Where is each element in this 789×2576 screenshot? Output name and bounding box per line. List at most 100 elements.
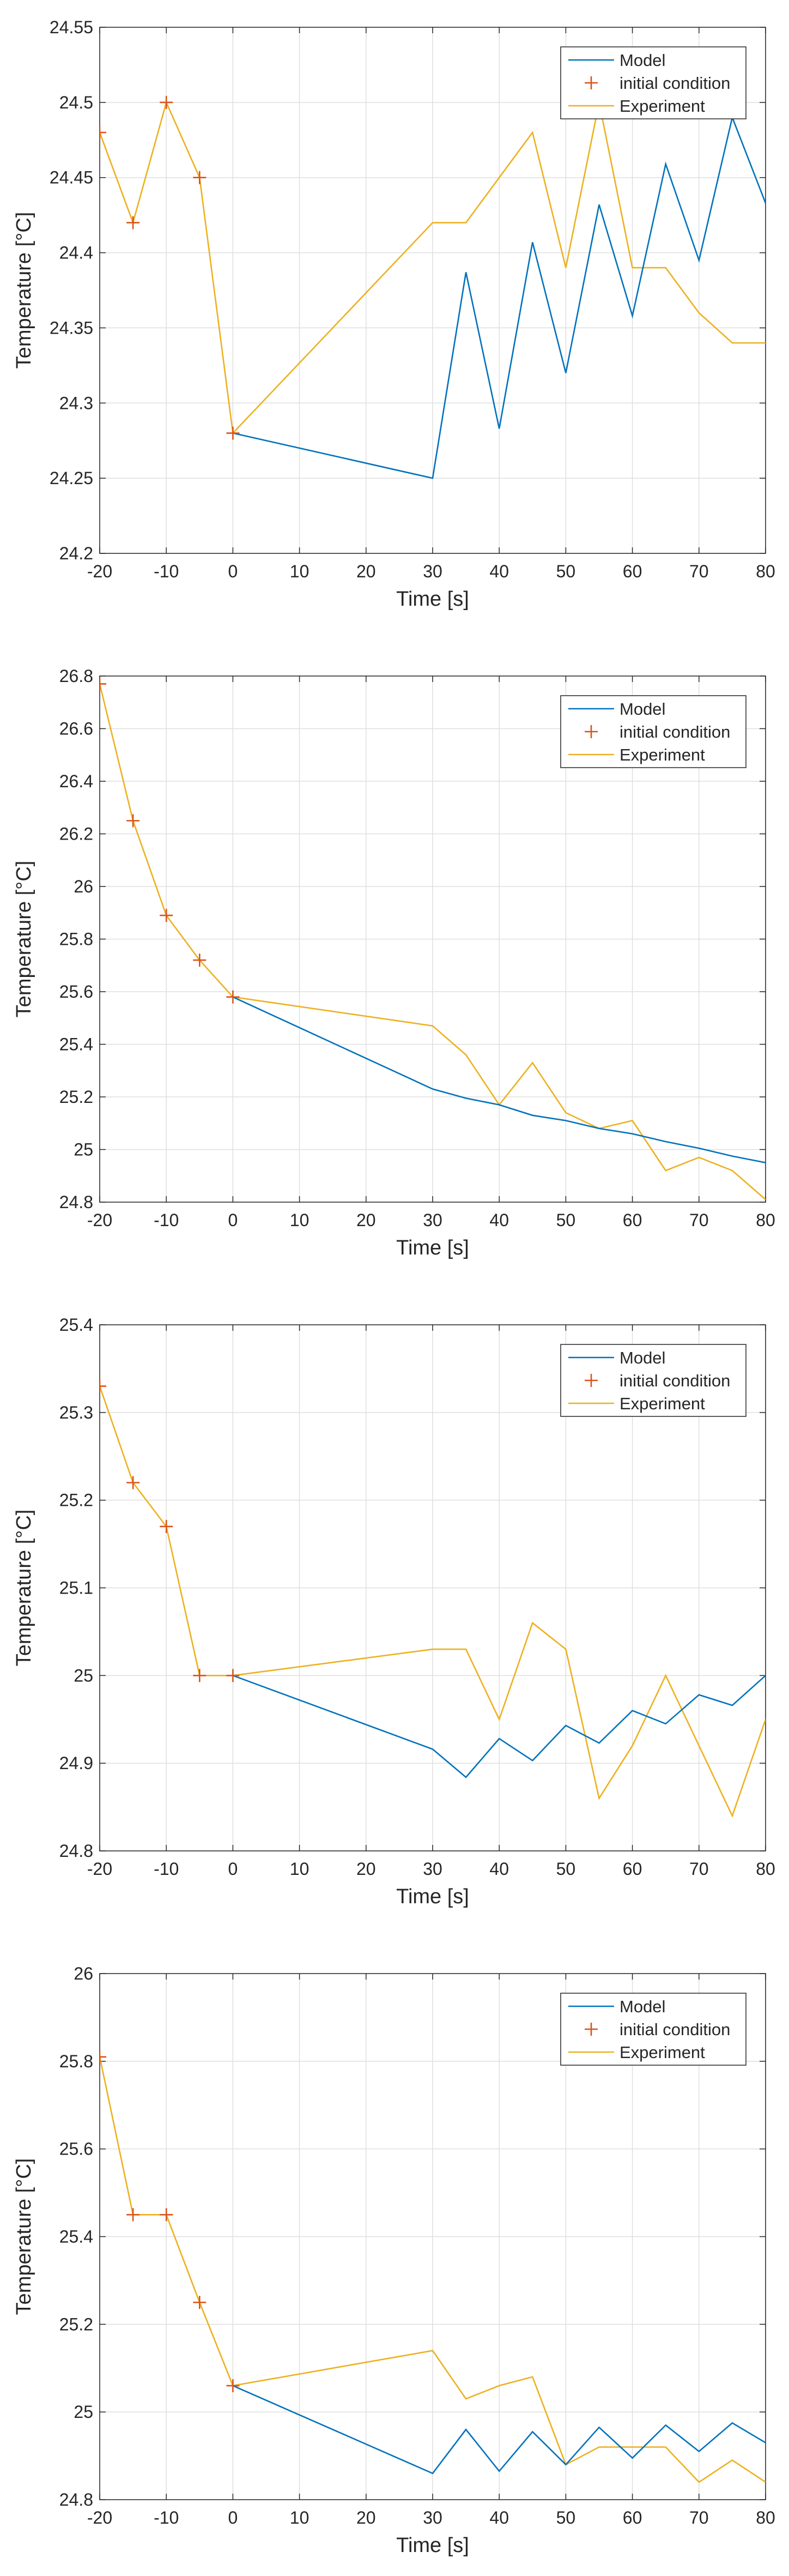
y-tick-label: 25.4: [59, 2227, 93, 2247]
y-tick-label: 25: [74, 1666, 93, 1685]
x-tick-label: -20: [87, 1210, 112, 1230]
y-tick-label: 25.4: [59, 1315, 93, 1335]
legend-label: initial condition: [620, 74, 730, 93]
series-model: [233, 115, 766, 479]
legend: Model initial condition Experiment: [560, 1344, 746, 1417]
x-tick-label: 80: [756, 2508, 775, 2527]
series-line: [100, 1386, 766, 1818]
chart-3: -20 -10 0 10 20 30 40 50 60 70 80 24.8 24.9 25 25.1 25.…: [13, 1315, 775, 1908]
series-line: [100, 684, 766, 1200]
y-tick-label: 26.4: [59, 771, 93, 791]
x-tick-label: -10: [154, 1210, 179, 1230]
y-tick-label: 24.45: [50, 168, 93, 188]
marker-plus: [126, 1476, 140, 1489]
chart-1: -20 -10 0 10 20 30 40 50 60 70 80 24.2 24.25 24.3 24.3…: [13, 17, 775, 611]
y-tick-label: 25.1: [59, 1578, 93, 1598]
y-tick-label: 24.2: [59, 544, 93, 563]
x-tick-label: 40: [489, 562, 509, 581]
chart-4: -20 -10 0 10 20 30 40 50 60 70 80 24.8 25 25.2 25.4 25.…: [13, 1964, 775, 2557]
x-tick-label: -20: [87, 562, 112, 581]
x-tick-label: 0: [228, 1859, 238, 1879]
y-tick-label: 24.4: [59, 243, 93, 263]
x-tick-label: 60: [623, 1210, 642, 1230]
marker-plus: [226, 1669, 240, 1682]
y-tick-label: 25.6: [59, 982, 93, 1002]
marker-plus: [226, 2379, 240, 2392]
series-line: [232, 1675, 766, 1778]
x-tick-label: 60: [623, 562, 642, 581]
x-tick-label: 40: [489, 2508, 509, 2527]
series-line: [100, 2056, 766, 2483]
marker-plus: [160, 909, 173, 922]
x-axis-label: Time [s]: [396, 1885, 469, 1908]
series-line: [232, 996, 766, 1163]
x-tick-label: 10: [290, 2508, 309, 2527]
x-tick-label: 70: [689, 1210, 709, 1230]
y-tick-label: 25.8: [59, 930, 93, 949]
series-line: [232, 2385, 766, 2475]
x-tick-label: 50: [556, 1859, 576, 1879]
x-tick-label: 10: [290, 562, 309, 581]
y-axis-label: Temperature [°C]: [13, 212, 35, 369]
x-tick-label: 50: [556, 562, 576, 581]
y-tick-label: 24.8: [59, 2490, 93, 2509]
legend: Model initial condition Experiment: [560, 46, 746, 119]
y-tick-label: 25.2: [59, 1491, 93, 1510]
y-tick-label: 25.8: [59, 2052, 93, 2071]
marker-plus: [193, 171, 207, 184]
series-initial-condition: [100, 1379, 240, 1682]
legend-label: initial condition: [620, 2020, 730, 2039]
x-tick-label: 10: [290, 1210, 309, 1230]
y-axis-label: Temperature [°C]: [13, 861, 35, 1018]
series-initial-condition: [100, 677, 240, 1004]
marker-plus: [193, 954, 207, 967]
series-line: [233, 115, 766, 479]
x-tick-label: 10: [290, 1859, 309, 1879]
marker-plus: [100, 1379, 106, 1393]
x-tick-label: 80: [756, 1859, 775, 1879]
x-tick-label: 60: [623, 1859, 642, 1879]
x-tick-label: 0: [228, 562, 238, 581]
y-axis-label: Temperature [°C]: [13, 2158, 35, 2315]
y-tick-label: 24.5: [59, 93, 93, 112]
marker-plus: [226, 426, 240, 440]
x-tick-label: 60: [623, 2508, 642, 2527]
x-tick-label: 80: [756, 562, 775, 581]
x-tick-label: 20: [356, 1859, 376, 1879]
x-tick-label: -10: [154, 1859, 179, 1879]
legend-label: Experiment: [620, 96, 705, 116]
x-tick-label: 50: [556, 1210, 576, 1230]
y-tick-label: 25.2: [59, 1087, 93, 1107]
legend-label: initial condition: [620, 1371, 730, 1390]
legend-label: Experiment: [620, 2043, 705, 2062]
marker-plus: [100, 2050, 106, 2064]
legend-label: initial condition: [620, 722, 730, 741]
series-model: [232, 1675, 766, 1778]
y-tick-label: 24.3: [59, 393, 93, 413]
y-tick-label: 24.25: [50, 468, 93, 488]
marker-plus: [160, 95, 173, 109]
x-axis-label: Time [s]: [396, 2534, 469, 2557]
y-tick-label: 26.6: [59, 719, 93, 739]
y-tick-label: 26: [74, 1964, 93, 1983]
x-tick-label: 40: [489, 1859, 509, 1879]
y-tick-label: 25: [74, 2402, 93, 2422]
x-tick-label: -20: [87, 2508, 112, 2527]
x-tick-label: 30: [423, 562, 442, 581]
x-axis-label: Time [s]: [396, 1236, 469, 1259]
legend: Model initial condition Experiment: [560, 1993, 746, 2066]
marker-plus: [226, 990, 240, 1004]
legend-label: Experiment: [620, 1394, 705, 1413]
y-tick-label: 26: [74, 877, 93, 896]
x-tick-label: 0: [228, 2508, 238, 2527]
y-tick-label: 24.9: [59, 1753, 93, 1773]
x-tick-label: 0: [228, 1210, 238, 1230]
legend: Model initial condition Experiment: [560, 695, 746, 768]
y-tick-label: 25.4: [59, 1035, 93, 1054]
x-axis-label: Time [s]: [396, 588, 469, 611]
y-tick-label: 25.6: [59, 2139, 93, 2159]
marker-plus: [160, 2208, 173, 2222]
marker-plus: [193, 2296, 207, 2309]
legend-label: Experiment: [620, 745, 705, 764]
